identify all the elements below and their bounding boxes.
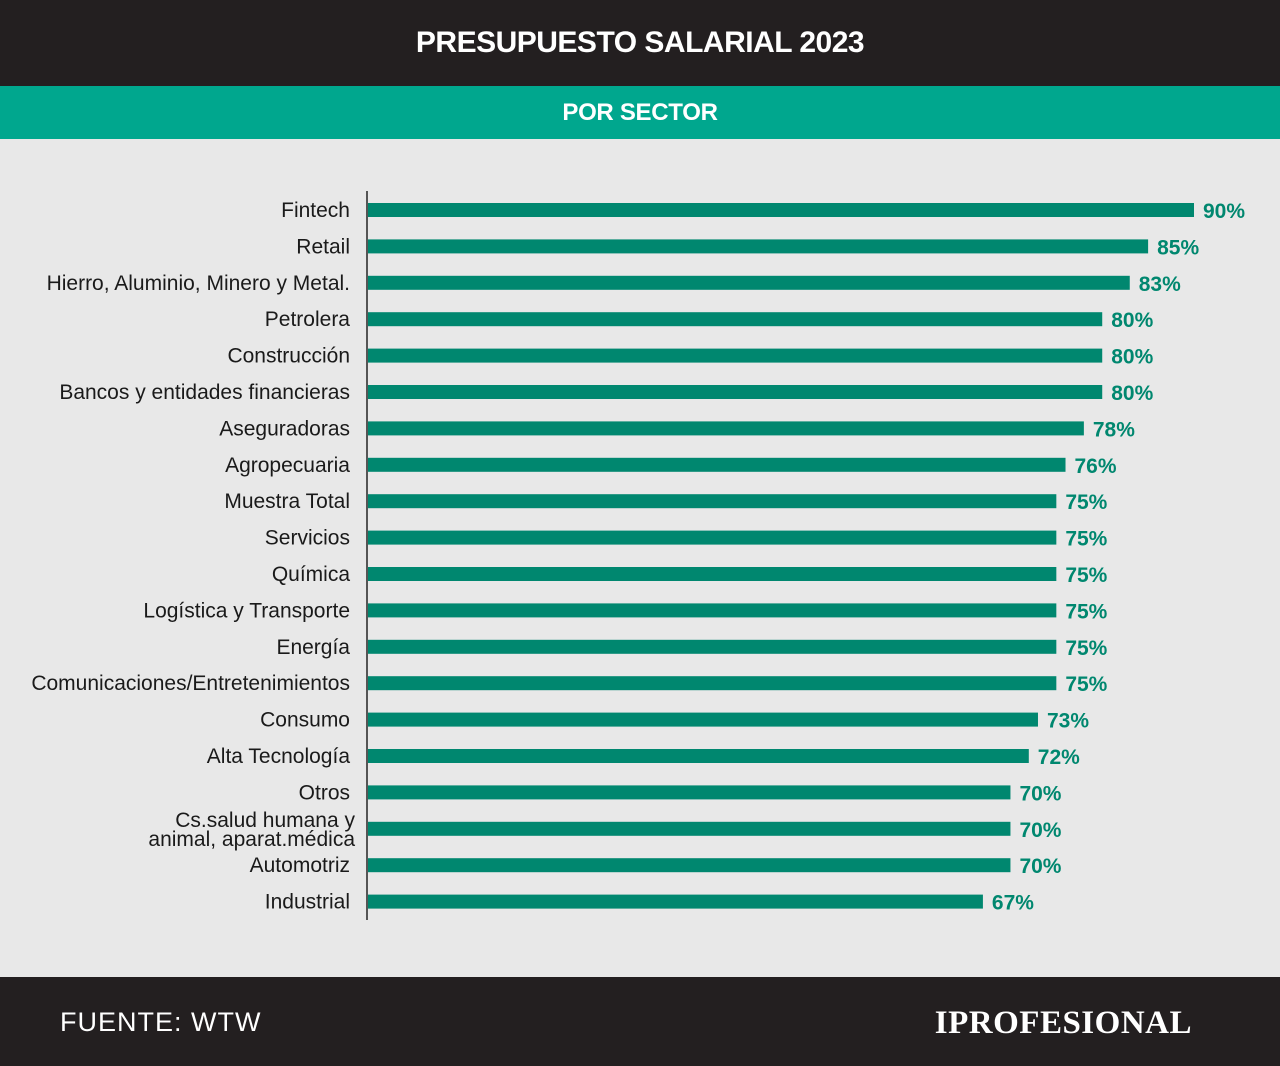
bar: [368, 385, 1103, 399]
category-label: Consumo: [260, 709, 350, 732]
category-label: Industrial: [265, 891, 350, 914]
header-bar: PRESUPUESTO SALARIAL 2023: [0, 0, 1280, 86]
value-label: 75%: [1065, 528, 1107, 551]
value-label: 75%: [1065, 564, 1107, 587]
category-label: Muestra Total: [224, 490, 350, 513]
category-label: Energía: [276, 636, 350, 659]
value-label: 80%: [1111, 346, 1153, 369]
value-label: 75%: [1065, 491, 1107, 514]
category-label: Automotriz: [250, 854, 350, 877]
category-label: Retail: [296, 235, 350, 258]
bar: [368, 421, 1084, 436]
chart-title: PRESUPUESTO SALARIAL 2023: [415, 26, 865, 59]
bar-chart: Fintech 90% Retail 85% Hierro, Aluminio, Min…: [0, 139, 1280, 977]
category-label: Cs.salud humana y animal, aparat.médica: [148, 809, 355, 851]
value-label: 90%: [1203, 200, 1245, 223]
bar: [368, 494, 1057, 509]
bar: [368, 603, 1057, 618]
value-label: 75%: [1065, 637, 1107, 660]
value-label: 78%: [1093, 418, 1135, 441]
bar-chart-svg: Fintech 90% Retail 85% Hierro, Aluminio, Min…: [31, 191, 1245, 920]
bar: [368, 676, 1057, 691]
category-label: Construcción: [227, 345, 350, 368]
value-label: 70%: [1019, 855, 1061, 878]
bar: [368, 530, 1057, 545]
value-label: 70%: [1019, 782, 1061, 805]
category-label: Comunicaciones/Entretenimientos: [31, 672, 350, 695]
bar: [368, 348, 1103, 363]
category-label: Servicios: [265, 527, 350, 550]
bar: [368, 203, 1194, 217]
bar: [368, 785, 1011, 800]
category-label: Hierro, Aluminio, Minero y Metal.: [47, 272, 350, 295]
bar: [368, 894, 983, 909]
value-label: 70%: [1019, 819, 1061, 842]
value-label: 67%: [992, 892, 1034, 915]
brand-logo: IPROFESIONAL: [934, 1005, 1192, 1041]
bar: [368, 239, 1149, 254]
bar: [368, 567, 1057, 581]
category-label: Aseguradoras: [219, 417, 350, 440]
value-label: 75%: [1065, 600, 1107, 623]
value-label: 80%: [1111, 382, 1153, 405]
category-label: Química: [272, 563, 351, 586]
bar: [368, 858, 1011, 873]
category-label: Petrolera: [265, 308, 351, 331]
value-label: 76%: [1075, 455, 1117, 478]
category-label: Fintech: [281, 199, 350, 222]
value-label: 80%: [1111, 309, 1153, 332]
value-label: 75%: [1065, 673, 1107, 696]
value-label: 72%: [1038, 746, 1080, 769]
category-label: Alta Tecnología: [207, 745, 351, 768]
category-label: Bancos y entidades financieras: [59, 381, 350, 404]
category-label: Agropecuaria: [225, 454, 350, 477]
chart-subtitle: POR SECTOR: [562, 98, 718, 126]
bar: [368, 712, 1038, 727]
subheader-bar: POR SECTOR: [0, 86, 1280, 139]
bar: [368, 821, 1011, 836]
category-label: Otros: [299, 781, 350, 804]
footer-bar: FUENTE: WTW IPROFESIONAL: [0, 977, 1280, 1066]
value-label: 85%: [1157, 236, 1199, 259]
value-label: 73%: [1047, 710, 1089, 733]
bar: [368, 312, 1103, 327]
bar: [368, 275, 1130, 290]
bar: [368, 749, 1029, 763]
category-label: Logística y Transporte: [143, 599, 350, 622]
bar: [368, 639, 1057, 654]
bar: [368, 457, 1066, 472]
value-label: 83%: [1139, 273, 1181, 296]
source-label: FUENTE: WTW: [60, 1007, 262, 1037]
